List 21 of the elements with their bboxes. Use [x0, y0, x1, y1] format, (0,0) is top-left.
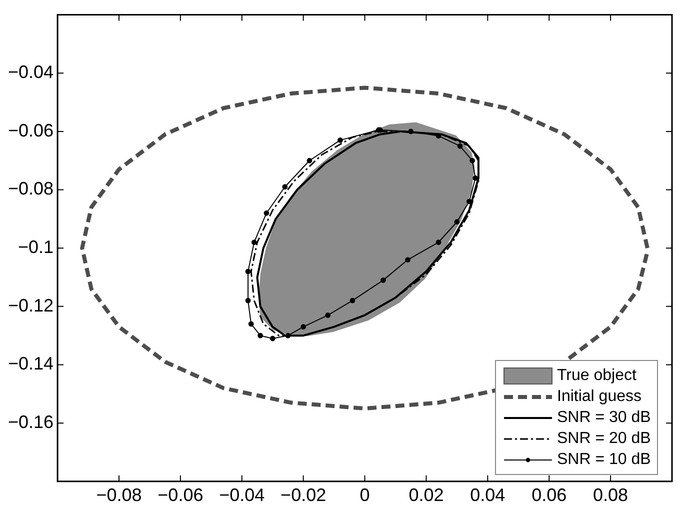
y-tick-label: −0.14 — [8, 354, 54, 374]
y-tick-label: −0.12 — [8, 295, 54, 316]
y-tick-label: −0.1 — [18, 237, 54, 258]
legend-label: SNR = 20 dB — [557, 429, 651, 450]
x-tick-label: 0.04 — [470, 485, 506, 506]
x-tick-label: 0.02 — [408, 485, 444, 506]
x-tick-label: −0.04 — [219, 485, 265, 506]
legend-label: SNR = 10 dB — [557, 450, 651, 470]
y-tick-label: −0.16 — [8, 412, 54, 432]
y-tick-label: −0.08 — [8, 178, 54, 199]
legend-label: True object — [557, 366, 636, 386]
x-tick-label: −0.08 — [96, 485, 142, 506]
x-tick-label: −0.06 — [158, 485, 204, 506]
y-tick-label: −0.04 — [8, 62, 54, 82]
legend-label: Initial guess — [557, 387, 642, 408]
legend-label: SNR = 30 dB — [557, 408, 651, 428]
x-tick-label: 0.08 — [593, 485, 628, 506]
y-tick-label: −0.06 — [8, 120, 54, 140]
x-tick-label: 0.06 — [532, 485, 567, 506]
x-tick-label: −0.02 — [280, 485, 326, 506]
x-tick-label: 0 — [360, 485, 370, 506]
